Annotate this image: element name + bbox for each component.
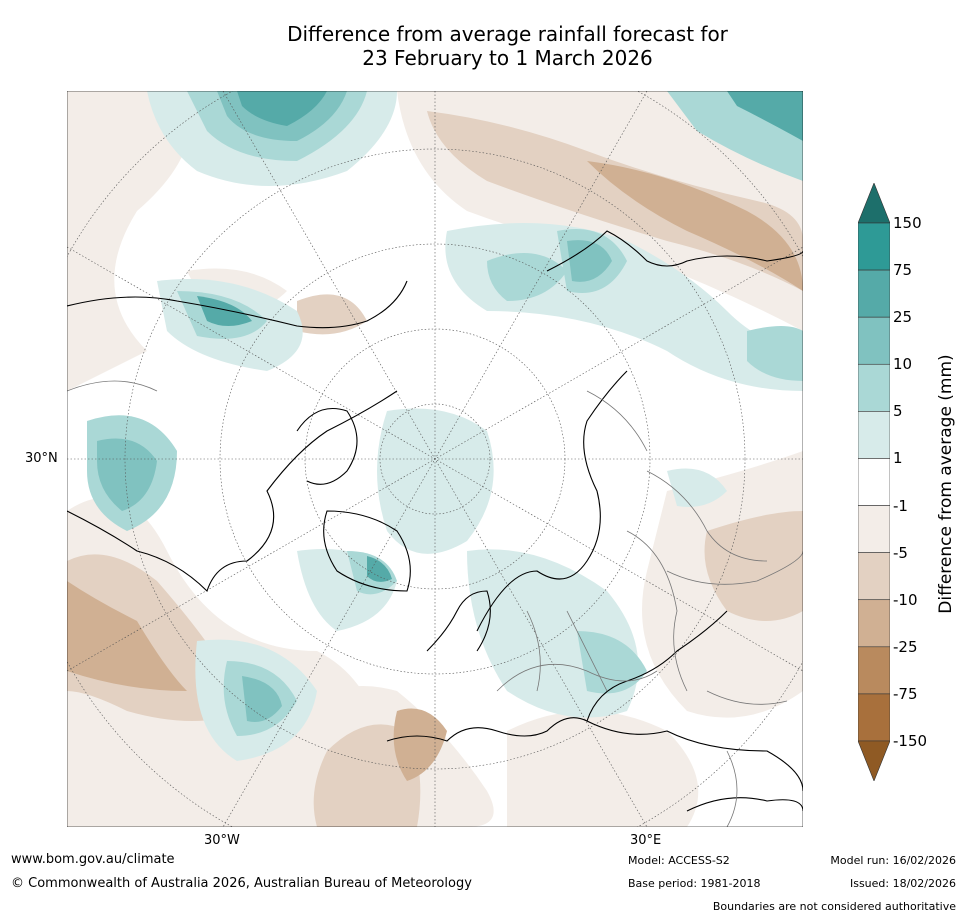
legend-swatch-75-to-25 <box>858 269 890 318</box>
title-line-2: 23 February to 1 March 2026 <box>362 46 653 70</box>
legend-tick--1: -1 <box>893 496 908 515</box>
legend-swatch-150-to-75 <box>858 222 890 271</box>
wet-anomaly-areas <box>87 91 803 761</box>
legend-swatch-5-to-1 <box>858 411 890 459</box>
legend-tick--75: -75 <box>893 684 918 703</box>
rainfall-anomaly-map <box>67 91 803 827</box>
legend-tick--25: -25 <box>893 637 918 656</box>
legend-tick-150: 150 <box>893 214 922 232</box>
legend-tick-1: 1 <box>893 449 903 468</box>
legend-tick-5: 5 <box>893 402 903 421</box>
legend-title: Difference from average (mm) <box>936 354 956 614</box>
legend-swatch--10-to--25 <box>858 599 890 648</box>
footer-url[interactable]: www.bom.gov.au/climate <box>11 852 175 867</box>
legend-tick--5: -5 <box>893 543 908 562</box>
legend-swatch-1-to--1 <box>858 458 890 506</box>
legend-swatch-25-to-10 <box>858 316 890 365</box>
footer-disclaimer: Boundaries are not considered authoritat… <box>712 900 956 913</box>
legend-tick--10: -10 <box>893 590 918 609</box>
legend-swatch--5-to--10 <box>858 552 890 601</box>
longitude-label-30e: 30°E <box>630 833 662 848</box>
legend-swatch-above-150 <box>858 183 890 224</box>
dry-anomaly-areas <box>67 91 803 827</box>
legend-tick-75: 75 <box>893 261 913 280</box>
footer-model-run: Model run: 16/02/2026 <box>830 854 956 867</box>
longitude-label-30w: 30°W <box>204 833 240 848</box>
coastlines <box>67 230 803 812</box>
legend-colorbar <box>858 183 890 781</box>
legend-swatch--1-to--5 <box>858 505 890 553</box>
graticule <box>67 91 803 827</box>
legend-swatch--25-to--75 <box>858 646 890 695</box>
legend-tick-10: 10 <box>893 355 913 374</box>
legend-tick-25: 25 <box>893 308 913 327</box>
legend-tick--150: -150 <box>893 732 928 750</box>
footer-base-period: Base period: 1981-2018 <box>628 877 761 890</box>
footer-model: Model: ACCESS-S2 <box>628 854 730 867</box>
title-line-1: Difference from average rainfall forecas… <box>287 22 728 46</box>
map-title: Difference from average rainfall forecas… <box>0 22 965 70</box>
footer-issued: Issued: 18/02/2026 <box>849 877 956 890</box>
legend-swatch-10-to-5 <box>858 363 890 412</box>
footer-copyright: © Commonwealth of Australia 2026, Austra… <box>11 876 472 891</box>
latitude-label-30n: 30°N <box>25 451 58 466</box>
country-borders <box>67 380 803 827</box>
legend-swatch--75-to--150 <box>858 693 890 742</box>
legend-swatch-below-minus-150 <box>858 740 890 781</box>
